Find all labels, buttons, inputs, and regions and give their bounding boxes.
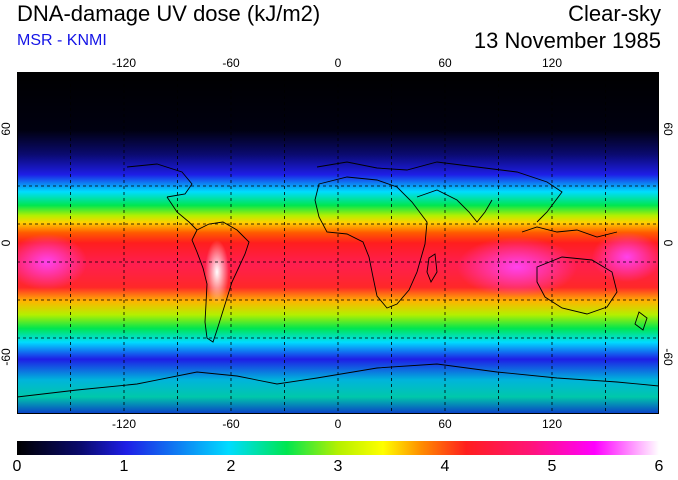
- coastlines: [17, 161, 659, 398]
- uv-maximum-west-pacific: [592, 232, 659, 282]
- coastline-madagascar: [426, 253, 438, 284]
- lon-tick-top: 120: [541, 56, 563, 70]
- graticule: [17, 72, 659, 414]
- colorbar-label: 6: [654, 458, 664, 475]
- uv-dose-map: [17, 72, 659, 414]
- sky-condition: Clear-sky: [568, 1, 661, 26]
- coastline-south-asia: [416, 189, 493, 223]
- colorbar-label: 1: [119, 458, 129, 475]
- map-date: 13 November 1985: [473, 28, 661, 53]
- uv-maximum-indian-ocean: [457, 237, 577, 297]
- colorbar: [17, 441, 659, 455]
- coastline-new-zealand: [634, 311, 648, 331]
- lon-tick-top: -120: [111, 56, 137, 70]
- coastline-north-america: [126, 163, 193, 198]
- uv-dose-map-canvas: [17, 72, 659, 414]
- colorbar-label: 0: [12, 458, 22, 475]
- uv-maximum-pacific: [17, 234, 87, 290]
- lat-tick-right: 60: [661, 122, 675, 136]
- lon-tick-bottom: -120: [111, 417, 137, 431]
- coastline-south-america: [191, 221, 250, 343]
- map-title: DNA-damage UV dose (kJ/m2): [17, 1, 321, 26]
- source-label: MSR - KNMI: [17, 32, 107, 49]
- lon-tick-bottom: -60: [222, 417, 240, 431]
- colorbar-label: 2: [226, 458, 236, 475]
- coastline-australia: [536, 256, 618, 315]
- lat-tick-right: 0: [661, 239, 675, 247]
- colorbar-label: 3: [333, 458, 343, 475]
- colorbar-gradient: [17, 441, 659, 455]
- lon-tick-bottom: 0: [334, 417, 342, 431]
- lat-tick-right: -60: [661, 348, 675, 366]
- colorbar-label: 5: [547, 458, 557, 475]
- lon-tick-top: 60: [438, 56, 452, 70]
- uv-maximum-andes: [205, 240, 229, 304]
- lon-tick-top: -60: [222, 56, 240, 70]
- coastline-eurasia: [316, 161, 563, 223]
- coastline-indonesia: [521, 226, 618, 238]
- lon-tick-top: 0: [334, 56, 342, 70]
- colorbar-label: 4: [440, 458, 450, 475]
- lat-tick-left: -60: [0, 348, 13, 366]
- lon-tick-bottom: 120: [541, 417, 563, 431]
- coastline-central-america: [166, 196, 198, 231]
- lat-tick-left: 0: [0, 239, 13, 247]
- lat-tick-left: 60: [0, 122, 13, 136]
- coastline-antarctica: [17, 363, 659, 398]
- lon-tick-bottom: 60: [438, 417, 452, 431]
- map-border: [17, 72, 659, 414]
- coastline-africa: [314, 176, 428, 309]
